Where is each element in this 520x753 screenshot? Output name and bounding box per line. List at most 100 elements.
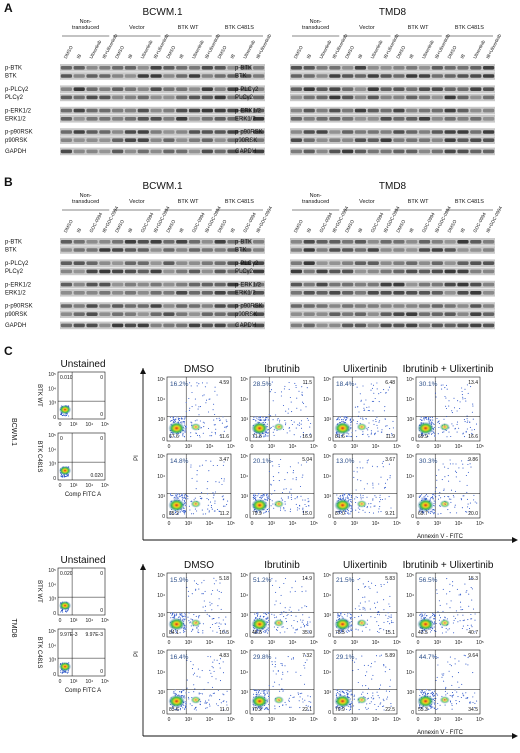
y-tick-label: 0 [245,514,248,520]
event-dot [285,422,287,424]
density-hotspot [190,696,201,704]
event-dot [420,707,422,709]
y-tick-label: 10⁴ [48,643,56,649]
event-dot [389,679,392,681]
event-dot [208,470,210,472]
event-dot [427,495,429,497]
annexin-pi-percent: 30.1% [419,381,438,388]
event-dot [368,406,370,408]
blot-band [444,312,456,316]
blot-band [150,74,162,78]
event-dot [254,613,256,615]
blot-band [86,323,98,328]
event-dot [346,495,349,497]
y-tick-label: 10⁴ [240,474,248,480]
x-tick-label: 0 [59,679,62,685]
blot-band [252,95,265,100]
x-tick-label: 0 [59,483,62,489]
event-dot [209,695,211,697]
event-dot [392,427,394,429]
blot-strip [60,280,265,289]
blot-strip [60,310,265,318]
event-dot [455,476,457,478]
event-dot [358,709,360,711]
event-dot [205,707,207,709]
event-dot [213,670,215,672]
blot-band [99,312,111,316]
event-dot [212,492,214,494]
event-dot [451,412,453,414]
quadrant-value-tr: 5.18 [219,576,229,582]
event-dot [470,466,472,468]
blot-band [112,282,124,287]
event-dot [469,502,471,504]
y-tick-label: 10³ [324,417,332,423]
event-dot [260,708,262,710]
event-dot [439,492,441,494]
event-dot [338,693,340,695]
quadrant-value-bl: 84.1 [169,630,179,636]
event-dot [432,613,434,615]
event-dot [337,692,339,694]
event-dot [190,464,192,466]
event-dot [336,419,338,421]
event-dot [280,662,282,665]
blot-band [150,291,162,295]
y-tick-label: 10⁴ [48,582,56,588]
event-dot [256,417,258,419]
event-dot [216,464,218,467]
event-dot [424,495,426,497]
event-dot [280,507,282,509]
event-dot [256,630,258,632]
blot-band [354,87,367,91]
density-hotspot [273,500,284,508]
event-dot [433,623,435,625]
event-dot [64,475,66,478]
event-dot [292,658,294,660]
event-dot [256,689,258,691]
event-dot [219,699,221,701]
event-dot [182,615,184,617]
event-dot [375,496,377,498]
blot-background [290,136,495,144]
event-dot [267,429,269,431]
event-dot [182,493,184,495]
density-hotspot [334,421,351,435]
blot-band [329,108,341,113]
event-dot [462,398,464,400]
quadrant-value-bl: 83.6 [169,707,179,713]
event-dot [227,500,229,502]
event-dot [372,410,374,412]
blot-strip [290,115,495,123]
blot-band [418,323,431,328]
event-dot [452,495,454,497]
blot-band [176,108,188,113]
event-dot [216,418,218,420]
event-dot [223,629,225,631]
event-dot [298,508,300,510]
event-dot [263,493,265,495]
event-dot [181,416,183,418]
event-dot [350,496,352,499]
event-dot [363,409,365,411]
event-dot [194,420,196,422]
blot-band [444,138,456,142]
blot-band [124,95,137,100]
blot-band [470,291,482,295]
event-dot [300,420,303,422]
blot-band [137,291,149,295]
blot-band [303,269,315,274]
event-dot [309,434,311,436]
event-dot [444,616,446,618]
event-dot [219,658,222,660]
blot-band [418,95,431,100]
blot-band [86,66,98,70]
event-dot [336,433,338,436]
event-dot [467,471,469,473]
group-label: transduced [302,25,329,31]
density-hotspot [439,696,450,704]
quadrant-value-bl: 43.5 [418,630,428,636]
blot-row-label: p-p90RSK [235,304,263,310]
event-dot [366,483,368,485]
